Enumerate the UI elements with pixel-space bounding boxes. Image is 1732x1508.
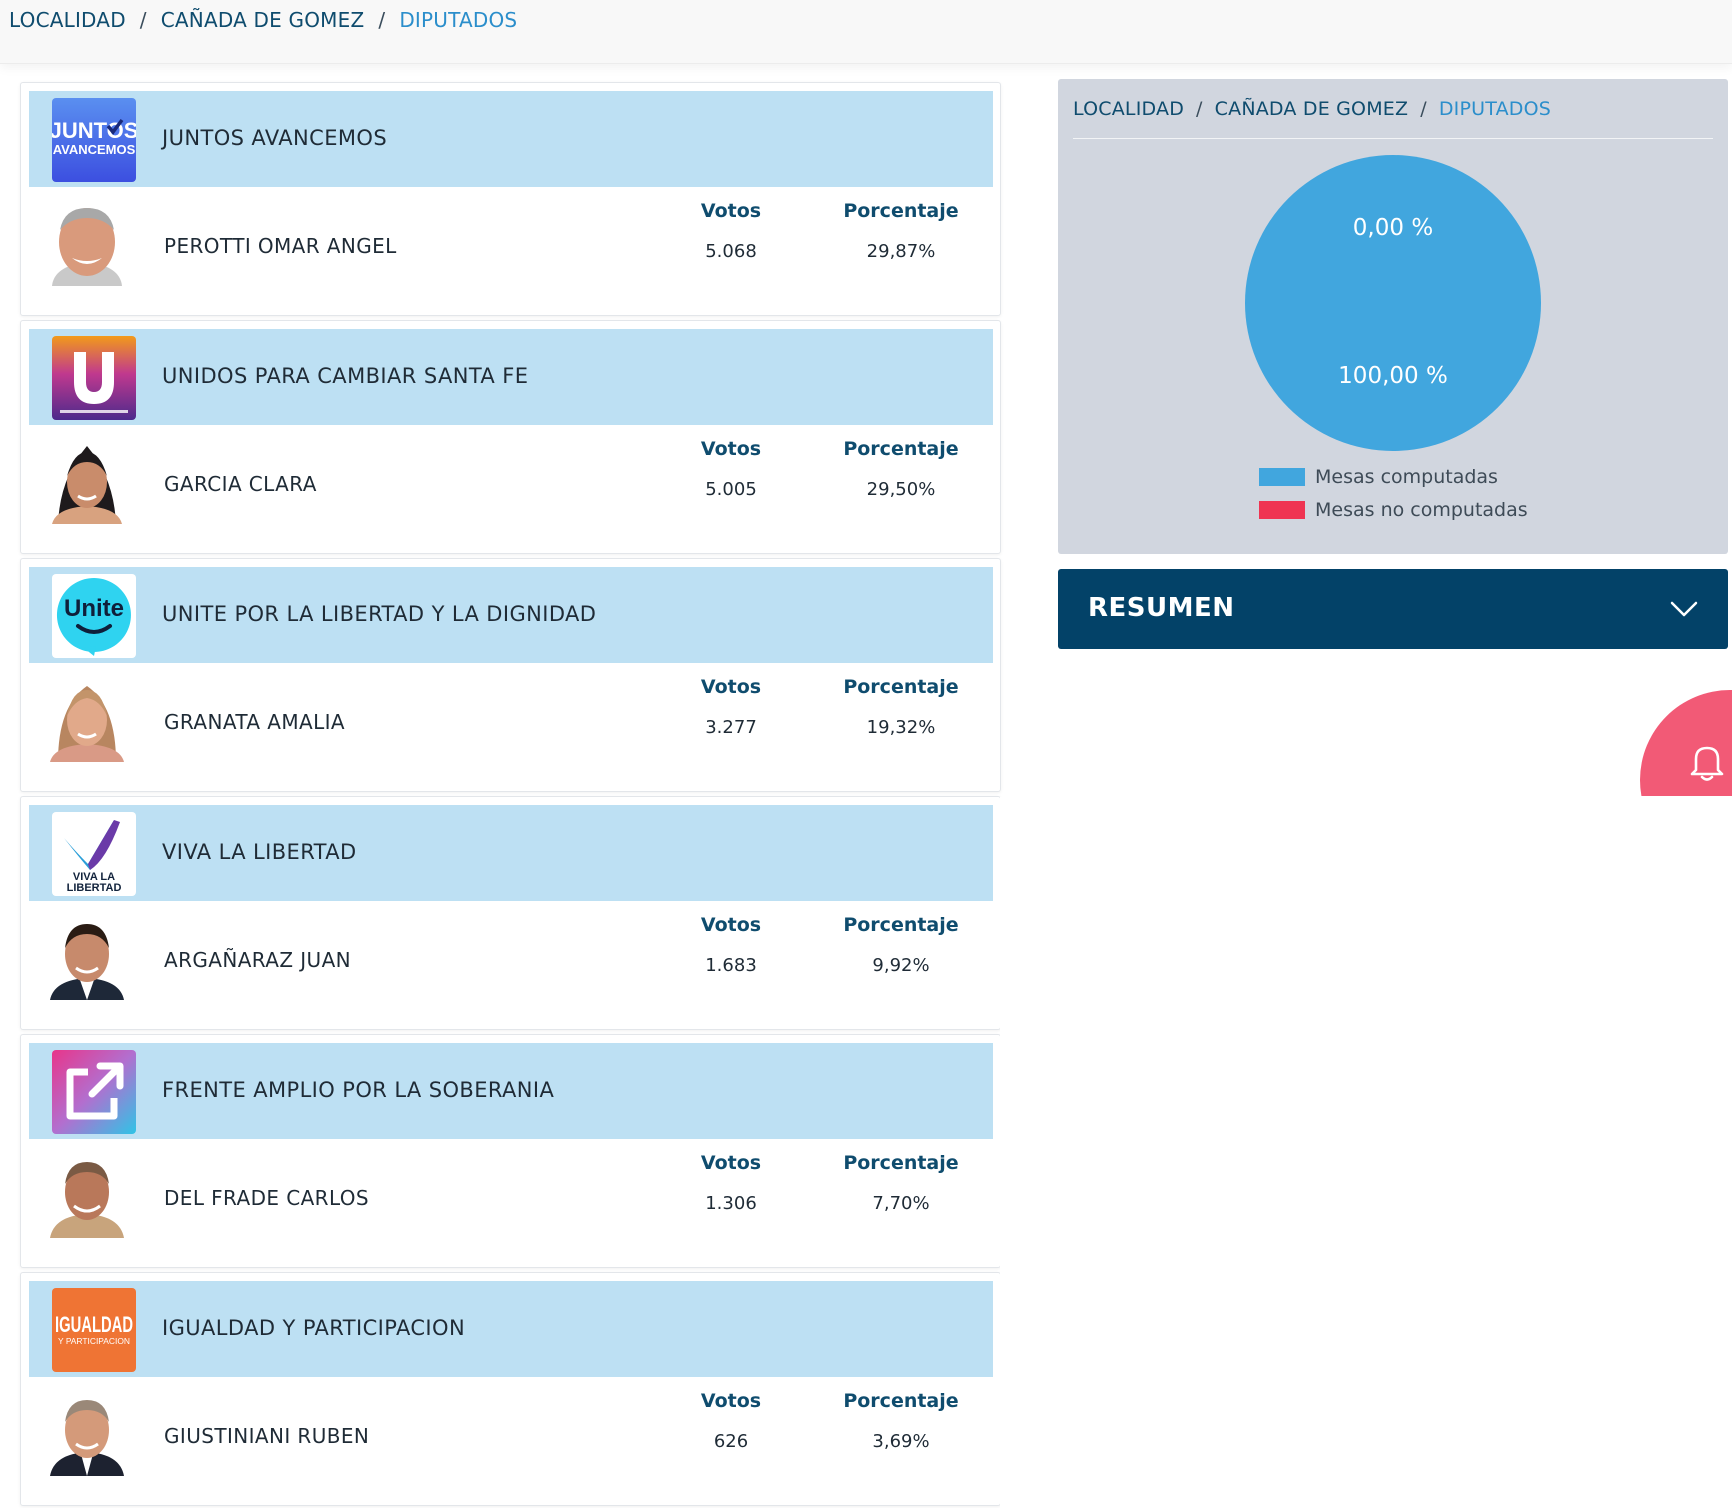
juntos-avancemos-logo: JUNTOS AVANCEMOS [52, 98, 136, 182]
unidos-logo [52, 336, 136, 420]
percent-value: 3,69% [872, 1431, 930, 1452]
party-name: UNIDOS PARA CAMBIAR SANTA FE [162, 364, 529, 388]
breadcrumb-separator: / [139, 8, 147, 32]
candidate-name: DEL FRADE CARLOS [164, 1186, 370, 1210]
top-bar: LOCALIDAD / CAÑADA DE GOMEZ / DIPUTADOS [0, 0, 1732, 64]
breadcrumb-separator: / [378, 8, 386, 32]
frente-amplio-logo [52, 1050, 136, 1134]
party-header: JUNTOS AVANCEMOS JUNTOS AVANCEMOS [29, 91, 993, 187]
panel-breadcrumb: LOCALIDAD / CAÑADA DE GOMEZ / DIPUTADOS [1073, 98, 1551, 120]
chevron-down-icon [1670, 601, 1698, 617]
legend-label: Mesas computadas [1315, 465, 1498, 488]
unite-logo: Unite [52, 574, 136, 658]
party-header: IGUALDAD Y PARTICIPACION IGUALDAD Y PART… [29, 1281, 993, 1377]
votes-value: 5.005 [705, 479, 757, 500]
percent-label: Porcentaje [843, 676, 959, 698]
party-header: FRENTE AMPLIO POR LA SOBERANIA [29, 1043, 993, 1139]
mesas-pie-chart: 0,00 % 100,00 % [1245, 155, 1541, 451]
breadcrumb-separator: / [1420, 98, 1427, 120]
votes-label: Votos [700, 1152, 762, 1174]
svg-text:IGUALDAD: IGUALDAD [55, 1312, 133, 1337]
votes-label: Votos [700, 438, 762, 460]
page-background [1000, 797, 1732, 1508]
breadcrumb-diputados[interactable]: DIPUTADOS [1438, 98, 1552, 120]
result-card: IGUALDAD Y PARTICIPACION IGUALDAD Y PART… [20, 1272, 1001, 1506]
legend-item-computadas: Mesas computadas [1259, 460, 1528, 493]
votes-label: Votos [700, 914, 762, 936]
svg-text:JUNTOS: JUNTOS [52, 118, 136, 143]
resumen-title: RESUMEN [1088, 593, 1235, 623]
percent-label: Porcentaje [843, 1152, 959, 1174]
breadcrumb-canada-de-gomez[interactable]: CAÑADA DE GOMEZ [1214, 98, 1409, 120]
legend-swatch-computadas [1259, 467, 1305, 486]
percent-value: 29,87% [866, 241, 936, 262]
result-card: UNIDOS PARA CAMBIAR SANTA FE GARCIA CLAR… [20, 320, 1001, 554]
candidate-photo [44, 438, 130, 524]
votes-label: Votos [700, 200, 762, 222]
party-name: UNITE POR LA LIBERTAD Y LA DIGNIDAD [162, 602, 597, 626]
legend-swatch-no-computadas [1259, 500, 1305, 519]
votes-value: 1.306 [705, 1193, 757, 1214]
percent-value: 29,50% [866, 479, 936, 500]
percent-value: 9,92% [872, 955, 930, 976]
svg-text:LIBERTAD: LIBERTAD [67, 882, 122, 894]
legend-item-no-computadas: Mesas no computadas [1259, 493, 1528, 526]
candidate-photo [44, 914, 130, 1000]
candidate-name: PEROTTI OMAR ANGEL [164, 234, 397, 258]
pie-legend: Mesas computadas Mesas no computadas [1259, 460, 1528, 526]
igualdad-logo: IGUALDAD Y PARTICIPACION [52, 1288, 136, 1372]
result-card: VIVA LA LIBERTAD VIVA LA LIBERTAD ARGAÑA… [20, 796, 1001, 1030]
result-card: Unite UNITE POR LA LIBERTAD Y LA DIGNIDA… [20, 558, 1001, 792]
percent-label: Porcentaje [843, 914, 959, 936]
party-name: IGUALDAD Y PARTICIPACION [162, 1316, 466, 1340]
svg-text:AVANCEMOS: AVANCEMOS [53, 142, 136, 157]
votes-value: 1.683 [705, 955, 757, 976]
candidate-photo [44, 200, 130, 286]
breadcrumb-localidad[interactable]: LOCALIDAD [1073, 98, 1185, 120]
candidate-photo [44, 1390, 130, 1476]
bell-icon[interactable] [1688, 742, 1726, 782]
pie-label-no-computadas: 0,00 % [1353, 215, 1433, 241]
candidate-photo [44, 1152, 130, 1238]
result-card: FRENTE AMPLIO POR LA SOBERANIA DEL FRADE… [20, 1034, 1001, 1268]
pie-label-computadas: 100,00 % [1338, 363, 1448, 389]
breadcrumb-canada-de-gomez[interactable]: CAÑADA DE GOMEZ [160, 8, 365, 32]
votes-label: Votos [700, 1390, 762, 1412]
svg-text:Unite: Unite [64, 595, 124, 622]
legend-label: Mesas no computadas [1315, 498, 1528, 521]
party-header: VIVA LA LIBERTAD VIVA LA LIBERTAD [29, 805, 993, 901]
svg-text:Y PARTICIPACION: Y PARTICIPACION [58, 1337, 130, 1346]
pie-slice-computadas [1245, 155, 1541, 451]
party-name: JUNTOS AVANCEMOS [162, 126, 388, 150]
panel-divider [1073, 138, 1713, 139]
result-card: JUNTOS AVANCEMOS JUNTOS AVANCEMOS PEROTT… [20, 82, 1001, 316]
mesas-panel: LOCALIDAD / CAÑADA DE GOMEZ / DIPUTADOS 0,00… [1058, 79, 1728, 554]
percent-value: 7,70% [872, 1193, 930, 1214]
party-name: FRENTE AMPLIO POR LA SOBERANIA [162, 1078, 555, 1102]
party-header: Unite UNITE POR LA LIBERTAD Y LA DIGNIDA… [29, 567, 993, 663]
candidate-name: GARCIA CLARA [164, 472, 317, 496]
candidate-name: ARGAÑARAZ JUAN [164, 948, 352, 972]
percent-value: 19,32% [866, 717, 936, 738]
breadcrumb-localidad[interactable]: LOCALIDAD [9, 8, 126, 32]
viva-la-libertad-logo: VIVA LA LIBERTAD [52, 812, 136, 896]
breadcrumb-diputados[interactable]: DIPUTADOS [399, 8, 518, 32]
percent-label: Porcentaje [843, 1390, 959, 1412]
resumen-accordion[interactable]: RESUMEN [1058, 569, 1728, 649]
percent-label: Porcentaje [843, 438, 959, 460]
votes-label: Votos [700, 676, 762, 698]
percent-label: Porcentaje [843, 200, 959, 222]
party-header: UNIDOS PARA CAMBIAR SANTA FE [29, 329, 993, 425]
votes-value: 3.277 [705, 717, 757, 738]
candidate-name: GRANATA AMALIA [164, 710, 346, 734]
party-name: VIVA LA LIBERTAD [162, 840, 357, 864]
notification-button-clip [1600, 680, 1732, 796]
breadcrumb-separator: / [1196, 98, 1203, 120]
breadcrumb: LOCALIDAD / CAÑADA DE GOMEZ / DIPUTADOS [9, 8, 517, 32]
votes-value: 626 [713, 1431, 749, 1452]
votes-value: 5.068 [705, 241, 757, 262]
candidate-name: GIUSTINIANI RUBEN [164, 1424, 370, 1448]
candidate-photo [44, 676, 130, 762]
svg-text:VIVA LA: VIVA LA [73, 871, 115, 883]
